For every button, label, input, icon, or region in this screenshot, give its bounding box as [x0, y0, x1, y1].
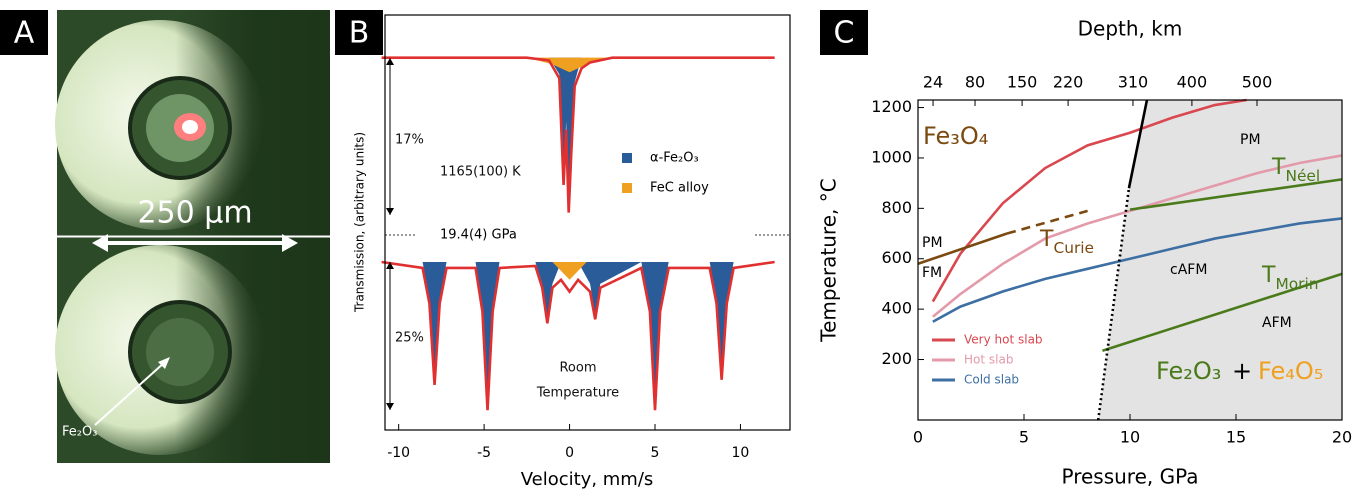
line	[931, 98, 1247, 303]
x-tick-label: 0	[565, 445, 574, 461]
annotation: Fe₃O₄	[923, 122, 988, 150]
annotation-sub: Néel	[1285, 167, 1320, 185]
legend-swatch	[622, 153, 632, 163]
line	[932, 154, 1343, 318]
x2-tick-label: 80	[965, 73, 985, 92]
annotation: cAFM	[1170, 262, 1207, 278]
y-tick-label: 1000	[871, 147, 912, 166]
annotation: Room	[559, 361, 596, 376]
annotation: 1165(100) K	[440, 165, 521, 180]
x-tick-label: 5	[1019, 428, 1029, 447]
line	[1096, 188, 1131, 421]
arrow-head	[386, 208, 394, 215]
line	[381, 260, 775, 411]
x-tick-label: -5	[477, 445, 491, 461]
annotation-sub: Morin	[1275, 275, 1318, 293]
annotation: Temperature	[536, 386, 619, 401]
x2-tick-label: 310	[1118, 73, 1149, 92]
panel-label: B	[349, 16, 370, 51]
annotation: FM	[922, 265, 942, 281]
annotation: Fe₂O₃	[1156, 357, 1221, 385]
x2-tick-label: 150	[1007, 73, 1038, 92]
x-tick-label: 10	[1120, 428, 1140, 447]
legend-label: FeC alloy	[650, 181, 709, 196]
annotation-main: T	[1261, 263, 1276, 288]
annotation-main: T	[1271, 155, 1286, 180]
annotation: 19.4(4) GPa	[440, 228, 517, 243]
x-tick-label: 20	[1332, 428, 1352, 447]
annotation: +	[1232, 357, 1252, 385]
x-axis-label: Pressure, GPa	[1061, 465, 1198, 489]
line	[381, 56, 775, 213]
phase-region	[1098, 100, 1342, 420]
line	[932, 217, 1343, 323]
panel-label-box	[0, 10, 48, 55]
panel-label-box	[820, 10, 868, 55]
annotation-sub: Curie	[1053, 239, 1094, 257]
y-tick-label: 400	[881, 299, 912, 318]
panel-label: A	[14, 16, 35, 51]
x2-tick-label: 400	[1177, 73, 1208, 92]
frame	[384, 14, 791, 431]
arrow-head	[386, 58, 394, 65]
x-tick-label: 15	[1226, 428, 1246, 447]
photo	[55, 10, 330, 463]
x2-axis-label: Depth, km	[1078, 17, 1183, 41]
arrow-head	[386, 262, 394, 269]
y-tick-label: 200	[881, 349, 912, 368]
legend-label: Very hot slab	[964, 333, 1043, 347]
y-axis-label: Transmission, (arbitrary units)	[353, 132, 367, 313]
scale-bar-label: 250 μm	[137, 196, 252, 231]
annotation: AFM	[1262, 315, 1292, 331]
y-tick-label: 800	[881, 198, 912, 217]
legend-label: α-Fe₂O₃	[650, 151, 699, 166]
arrow-head	[386, 403, 394, 410]
annotation: TNéel	[1271, 155, 1320, 185]
annotation: PM	[1240, 132, 1261, 148]
annotation: 17%	[395, 133, 424, 148]
annotation-main: T	[1039, 227, 1054, 252]
y-axis-label: Temperature, °C	[817, 178, 841, 342]
annotation: 25%	[395, 331, 424, 346]
area	[552, 262, 587, 280]
x-axis-label: Velocity, mm/s	[521, 469, 654, 490]
annotation: Fe₄O₅	[1258, 357, 1323, 385]
panel-label: C	[834, 16, 855, 51]
y-tick-label: 600	[881, 248, 912, 267]
legend-label: Cold slab	[964, 373, 1019, 387]
annotation: TMorin	[1261, 263, 1319, 293]
line	[1129, 178, 1343, 211]
x2-tick-label: 220	[1053, 73, 1084, 92]
x-tick-label: -10	[387, 445, 410, 461]
legend-label: Hot slab	[964, 353, 1013, 367]
line	[1102, 272, 1343, 352]
line	[917, 232, 1008, 266]
line	[1127, 99, 1149, 189]
x2-tick-label: 24	[923, 73, 943, 92]
x2-tick-label: 500	[1242, 73, 1273, 92]
x-tick-label: 0	[913, 428, 923, 447]
arrow-label: Fe₂O₃	[62, 425, 97, 440]
annotation: TCurie	[1039, 227, 1094, 257]
x-tick-label: 5	[651, 445, 660, 461]
x-tick-label: 10	[732, 445, 750, 461]
annotation: PM	[922, 235, 943, 251]
panel-label-box	[335, 10, 383, 55]
legend-swatch	[622, 183, 632, 193]
y-tick-label: 1200	[871, 97, 912, 116]
